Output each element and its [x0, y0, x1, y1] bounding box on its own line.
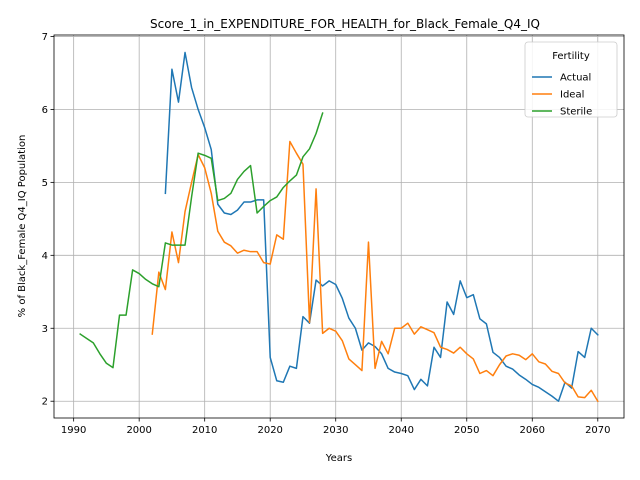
x-tick-label: 2050 [454, 425, 479, 436]
x-tick-label: 2000 [126, 425, 151, 436]
legend-label-actual: Actual [560, 73, 591, 84]
series-lines [79, 51, 599, 403]
legend-label-sterile: Sterile [560, 107, 592, 118]
x-tick-label: 2010 [192, 425, 217, 436]
legend-label-ideal: Ideal [560, 90, 584, 101]
series-line-sterile [79, 112, 324, 369]
x-axis-ticks: 1990 2000 2010 2020 2030 2040 2050 2060 2070 [61, 418, 611, 436]
y-tick-label: 4 [42, 251, 48, 262]
x-tick-label: 2040 [389, 425, 414, 436]
x-tick-label: 2070 [585, 425, 610, 436]
y-tick-label: 6 [42, 105, 48, 116]
legend: Fertility Actual Ideal Sterile [524, 41, 618, 118]
series-line-actual [164, 51, 599, 402]
y-tick-label: 5 [42, 178, 48, 189]
x-tick-label: 2020 [257, 425, 282, 436]
y-axis-ticks: 2 3 4 5 6 7 [42, 32, 54, 408]
x-tick-label: 2030 [323, 425, 348, 436]
legend-box [524, 41, 618, 118]
x-tick-label: 2060 [520, 425, 545, 436]
chart-title: Score_1_in_EXPENDITURE_FOR_HEALTH_for_Bl… [150, 17, 540, 31]
plot-frame [53, 34, 625, 419]
y-axis-label: % of Black_Female Q4_IQ Population [17, 135, 28, 318]
x-axis-label: Years [325, 453, 352, 464]
legend-title: Fertility [552, 51, 590, 62]
series-line-ideal [151, 140, 599, 403]
x-tick-label: 1990 [61, 425, 86, 436]
legend-items: Actual Ideal Sterile [532, 73, 592, 118]
y-tick-label: 7 [42, 32, 48, 43]
y-tick-label: 2 [42, 397, 48, 408]
y-tick-label: 3 [42, 324, 48, 335]
